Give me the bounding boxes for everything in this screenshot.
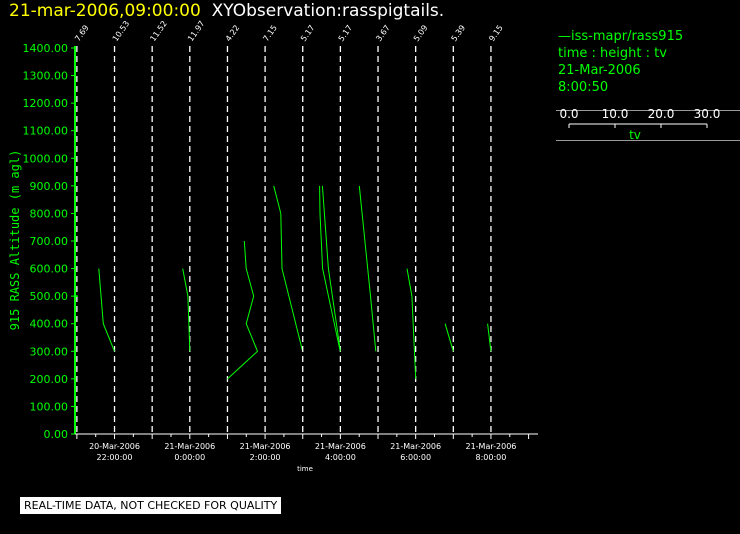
pigtail-label: 7.15 xyxy=(261,23,279,43)
y-tick-label: 1300.00 xyxy=(23,70,69,83)
y-tick-label: 400.00 xyxy=(30,318,69,331)
x-tick-time: 4:00:00 xyxy=(325,453,356,462)
x-tick-date: 21-Mar-2006 xyxy=(315,442,366,451)
pigtail-trace xyxy=(487,323,492,352)
x-tick-time: 0:00:00 xyxy=(174,453,205,462)
y-tick-label: 1100.00 xyxy=(23,125,69,138)
chart-header: 21-mar-2006,09:00:00 XYObservation:rassp… xyxy=(9,1,444,21)
pigtail-trace xyxy=(273,185,304,352)
legend-series: —iss-mapr/rass915 xyxy=(558,29,684,44)
x-tick-date: 21-Mar-2006 xyxy=(465,442,516,451)
y-tick-label: 0.00 xyxy=(44,428,69,441)
x-axis-label: time xyxy=(297,465,313,473)
legend-divider xyxy=(556,110,740,111)
legend-scale-tick-label: 10.0 xyxy=(602,107,629,121)
pigtail-trace xyxy=(444,323,454,352)
pigtail-trace xyxy=(227,240,259,380)
pigtail-label: 7.69 xyxy=(73,23,91,43)
legend-scale: 0.0 10.0 20.0 30.0 tv xyxy=(559,107,721,140)
x-tick-time: 8:00:00 xyxy=(476,453,507,462)
pigtail-label: 5.39 xyxy=(450,23,468,43)
pigtail-trace xyxy=(319,185,341,352)
legend-series-name: iss-mapr/rass915 xyxy=(571,29,684,44)
pigtail-trace xyxy=(182,268,191,352)
pigtail-label: 4.22 xyxy=(224,23,242,43)
x-tick-time: 2:00:00 xyxy=(250,453,281,462)
pigtail-label: 10.53 xyxy=(111,19,132,43)
y-tick-label: 600.00 xyxy=(30,263,69,276)
y-tick-label: 100.00 xyxy=(30,400,69,413)
y-tick-label: 800.00 xyxy=(30,207,69,220)
x-tick-date: 20-Mar-2006 xyxy=(89,442,140,451)
pigtail-point xyxy=(75,295,78,298)
y-tick-label: 1200.00 xyxy=(23,97,69,110)
y-axis-label: 915 RASS Altitude (m agl) xyxy=(8,150,22,331)
y-tick-label: 700.00 xyxy=(30,235,69,248)
x-tick-time: 6:00:00 xyxy=(400,453,431,462)
header-title-text: XYObservation:rasspigtails. xyxy=(211,1,445,21)
legend-scale-label: tv xyxy=(629,128,641,140)
legend-date: 21-Mar-2006 xyxy=(558,63,641,78)
legend-scale-tick-label: 20.0 xyxy=(648,107,675,121)
pigtail-label: 5.17 xyxy=(299,23,317,43)
legend-scale-tick-label: 0.0 xyxy=(559,107,578,121)
pigtail-trace xyxy=(358,185,377,352)
x-tick-time: 22:00:00 xyxy=(97,453,133,462)
pigtail-label: 3.67 xyxy=(374,23,392,43)
pigtail-trace xyxy=(406,268,417,379)
x-tick-date: 21-Mar-2006 xyxy=(390,442,441,451)
legend-scale-tick-label: 30.0 xyxy=(694,107,721,121)
quality-notice: REAL-TIME DATA, NOT CHECKED FOR QUALITY xyxy=(20,497,282,514)
pigtail-label: 9.15 xyxy=(487,23,505,43)
pigtail-label: 11.52 xyxy=(148,19,169,43)
legend-panel: —iss-mapr/rass915 time : height : tv 21-… xyxy=(556,28,740,141)
pigtail-trace xyxy=(321,185,341,352)
x-tick-date: 21-Mar-2006 xyxy=(164,442,215,451)
y-tick-label: 200.00 xyxy=(30,373,69,386)
y-tick-label: 1000.00 xyxy=(23,152,69,165)
pigtail-label: 11.97 xyxy=(186,19,207,43)
y-tick-label: 1400.00 xyxy=(23,42,69,55)
pigtail-label: 5.09 xyxy=(412,23,430,43)
y-tick-label: 500.00 xyxy=(30,290,69,303)
y-tick-label: 300.00 xyxy=(30,345,69,358)
legend-time: 8:00:50 xyxy=(558,80,609,95)
header-datetime: 21-mar-2006,09:00:00 xyxy=(9,1,201,21)
pigtail-label: 5.17 xyxy=(337,23,355,43)
y-tick-label: 900.00 xyxy=(30,180,69,193)
x-tick-date: 21-Mar-2006 xyxy=(240,442,291,451)
legend-divider-bottom xyxy=(556,140,740,141)
pigtail-trace xyxy=(98,268,115,352)
legend-dims: time : height : tv xyxy=(558,46,667,61)
